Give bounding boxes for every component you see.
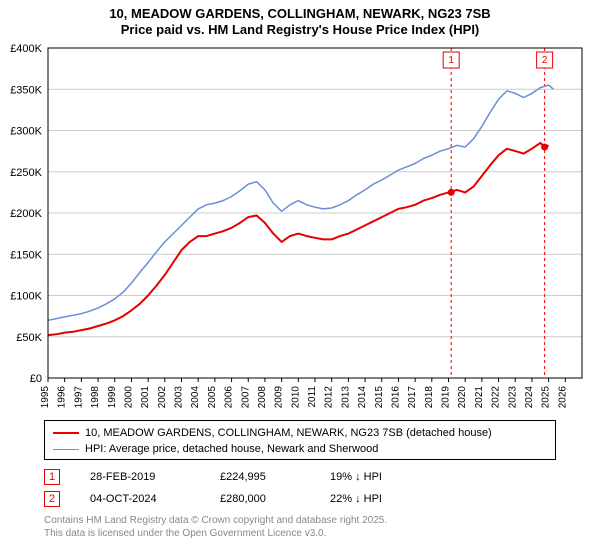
svg-text:2023: 2023: [507, 386, 518, 409]
svg-text:1998: 1998: [90, 386, 101, 409]
legend-row-address: 10, MEADOW GARDENS, COLLINGHAM, NEWARK, …: [53, 425, 547, 441]
svg-text:2010: 2010: [290, 386, 301, 409]
marker-num-cell: 2: [44, 491, 90, 507]
svg-text:2006: 2006: [224, 386, 235, 409]
svg-text:2014: 2014: [357, 386, 368, 409]
marker-date: 28-FEB-2019: [90, 471, 220, 483]
footer-attribution: Contains HM Land Registry data © Crown c…: [44, 514, 556, 540]
svg-text:2003: 2003: [174, 386, 185, 409]
svg-text:2019: 2019: [441, 386, 452, 409]
svg-text:2016: 2016: [390, 386, 401, 409]
marker-price: £224,995: [220, 471, 330, 483]
svg-text:2012: 2012: [324, 386, 335, 409]
marker-table: 1 28-FEB-2019 £224,995 19% ↓ HPI 2 04-OC…: [44, 466, 556, 510]
svg-text:1: 1: [448, 55, 454, 66]
svg-text:2009: 2009: [274, 386, 285, 409]
svg-text:2026: 2026: [557, 386, 568, 409]
marker-num-box: 2: [44, 491, 60, 507]
legend-label-address: 10, MEADOW GARDENS, COLLINGHAM, NEWARK, …: [85, 427, 492, 439]
svg-text:£0: £0: [30, 373, 42, 385]
svg-text:2007: 2007: [240, 386, 251, 409]
svg-text:2011: 2011: [307, 386, 318, 408]
svg-text:£300K: £300K: [10, 126, 42, 138]
svg-text:2020: 2020: [457, 386, 468, 409]
footer-line-2: This data is licensed under the Open Gov…: [44, 527, 556, 540]
legend-swatch-address: [53, 432, 79, 434]
svg-text:£150K: £150K: [10, 249, 42, 261]
title-block: 10, MEADOW GARDENS, COLLINGHAM, NEWARK, …: [0, 0, 600, 39]
svg-text:2022: 2022: [491, 386, 502, 409]
legend: 10, MEADOW GARDENS, COLLINGHAM, NEWARK, …: [44, 420, 556, 460]
marker-date: 04-OCT-2024: [90, 493, 220, 505]
svg-text:1995: 1995: [40, 386, 51, 409]
svg-text:£50K: £50K: [16, 332, 42, 344]
marker-row-2: 2 04-OCT-2024 £280,000 22% ↓ HPI: [44, 488, 556, 510]
marker-price: £280,000: [220, 493, 330, 505]
svg-text:2017: 2017: [407, 386, 418, 409]
legend-row-hpi: HPI: Average price, detached house, Newa…: [53, 441, 547, 457]
svg-text:2004: 2004: [190, 386, 201, 409]
footer-line-1: Contains HM Land Registry data © Crown c…: [44, 514, 556, 527]
svg-text:1997: 1997: [73, 386, 84, 409]
svg-text:2002: 2002: [157, 386, 168, 409]
title-line-1: 10, MEADOW GARDENS, COLLINGHAM, NEWARK, …: [0, 6, 600, 22]
svg-text:£400K: £400K: [10, 44, 42, 55]
svg-text:1996: 1996: [57, 386, 68, 409]
svg-text:2008: 2008: [257, 386, 268, 409]
chart-svg: £0 £50K £100K £150K £200K £250K £300K £350K £400…: [0, 44, 600, 414]
marker-pct: 19% ↓ HPI: [330, 471, 450, 483]
chart-plot: £0 £50K £100K £150K £200K £250K £300K £350K £400…: [0, 44, 600, 414]
svg-text:1999: 1999: [107, 386, 118, 409]
svg-text:2: 2: [542, 55, 548, 66]
chart-container: 10, MEADOW GARDENS, COLLINGHAM, NEWARK, …: [0, 0, 600, 560]
svg-text:2024: 2024: [524, 386, 535, 409]
svg-text:£350K: £350K: [10, 84, 42, 96]
svg-text:2001: 2001: [140, 386, 151, 409]
marker-num-cell: 1: [44, 469, 90, 485]
svg-text:2005: 2005: [207, 386, 218, 409]
svg-text:2013: 2013: [340, 386, 351, 409]
svg-text:2015: 2015: [374, 386, 385, 409]
svg-text:£200K: £200K: [10, 208, 42, 220]
marker-pct: 22% ↓ HPI: [330, 493, 450, 505]
svg-text:£250K: £250K: [10, 167, 42, 179]
marker-row-1: 1 28-FEB-2019 £224,995 19% ↓ HPI: [44, 466, 556, 488]
svg-text:2000: 2000: [123, 386, 134, 409]
svg-text:2025: 2025: [541, 386, 552, 409]
title-line-2: Price paid vs. HM Land Registry's House …: [0, 22, 600, 38]
marker-num-box: 1: [44, 469, 60, 485]
legend-label-hpi: HPI: Average price, detached house, Newa…: [85, 443, 378, 455]
svg-text:2021: 2021: [474, 386, 485, 409]
svg-text:2018: 2018: [424, 386, 435, 409]
legend-swatch-hpi: [53, 449, 79, 450]
svg-text:£100K: £100K: [10, 291, 42, 303]
